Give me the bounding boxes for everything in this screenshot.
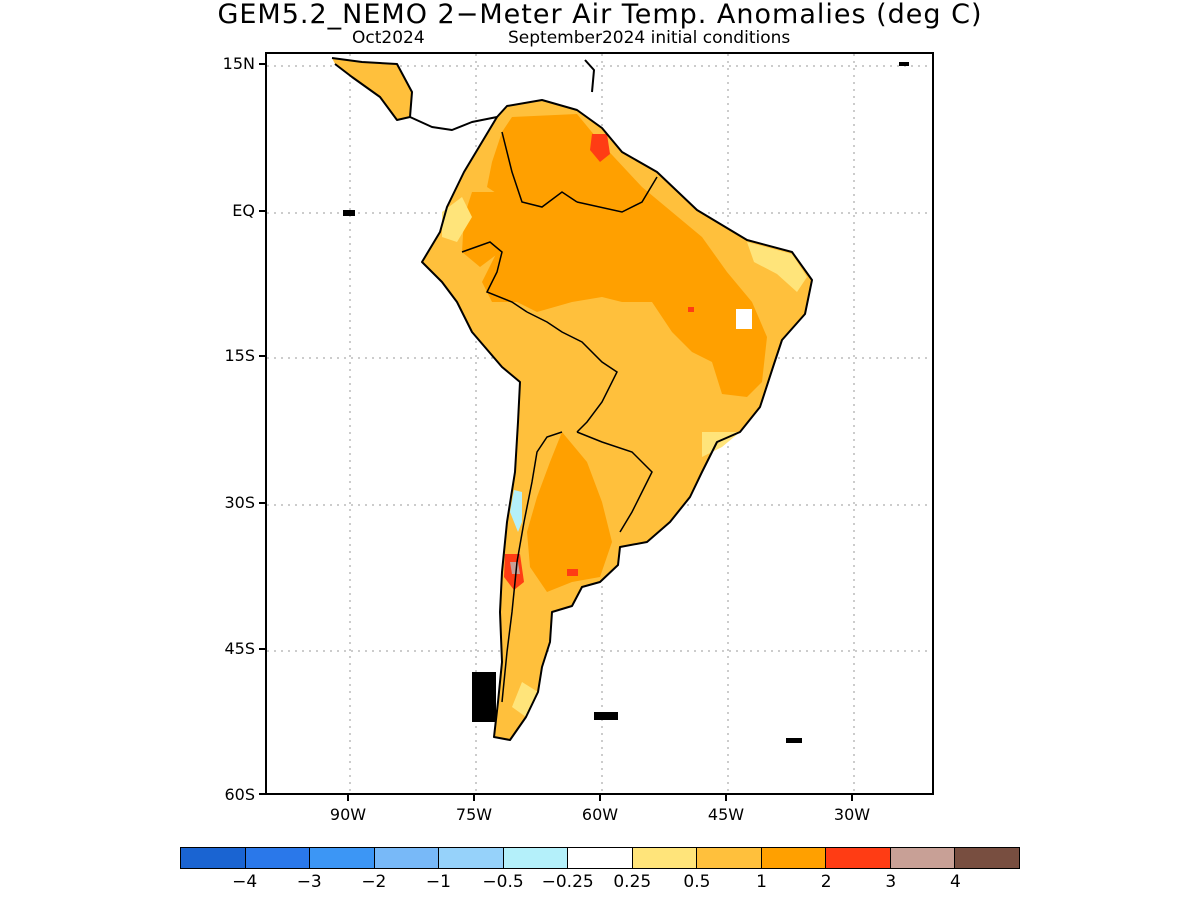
colorbar-swatch (181, 848, 246, 868)
ytick (259, 210, 265, 212)
colorbar-swatch (890, 848, 956, 868)
colorbar-swatch (761, 848, 827, 868)
xtick (851, 795, 853, 801)
colorbar-swatch (697, 848, 762, 868)
map-panel (265, 52, 934, 795)
anomaly-0p25-coast-e (702, 432, 740, 457)
colorbar-label: 4 (949, 872, 961, 892)
colorbar-swatch (310, 848, 375, 868)
lon-label-60w: 60W (581, 805, 619, 824)
anomaly-map (267, 54, 932, 793)
cool-anomaly-andes (510, 490, 522, 532)
colorbar-swatch (632, 848, 698, 868)
lat-label-45s: 45S (224, 639, 255, 658)
colorbar-label: −2 (361, 872, 387, 892)
colorbar-swatch (374, 848, 440, 868)
colorbar-label: 0.25 (613, 872, 652, 892)
ytick (259, 793, 265, 795)
colorbar-label: −0.5 (482, 872, 524, 892)
forecast-month: Oct2024 (352, 28, 425, 48)
hotspot-argentina (567, 569, 578, 576)
colorbar-label: 1 (756, 872, 767, 892)
lat-label-30s: 30S (224, 493, 255, 512)
colorbar-label: −4 (232, 872, 258, 892)
ytick (259, 502, 265, 504)
colorbar (180, 847, 1020, 869)
lon-label-45w: 45W (707, 805, 745, 824)
hotspot-guiana (590, 134, 610, 162)
colorbar-swatch (439, 848, 504, 868)
colorbar-label: 2 (820, 872, 832, 892)
lat-label-eq: EQ (232, 201, 255, 220)
lon-label-90w: 90W (329, 805, 367, 824)
colorbar-swatch (503, 848, 569, 868)
ytick (259, 648, 265, 650)
coastlines (331, 57, 813, 741)
lon-label-75w: 75W (455, 805, 493, 824)
xtick (473, 795, 475, 801)
colorbar-swatch (955, 848, 1019, 868)
anomaly-1-2-argentina (527, 432, 612, 592)
anomaly-1-2 (482, 114, 767, 397)
anomaly-0p25-coast-nw (442, 197, 472, 242)
anomaly-0p25-south (512, 682, 538, 717)
colorbar-label: −0.25 (541, 872, 594, 892)
anomaly-0p25-coast-ne (747, 242, 807, 292)
ytick (259, 355, 265, 357)
colorbar-label: −1 (425, 872, 451, 892)
init-conditions: September2024 initial conditions (508, 28, 791, 48)
cool-anomaly-andes-2 (510, 562, 520, 574)
colorbar-label: 0.5 (683, 872, 711, 892)
xtick (347, 795, 349, 801)
colorbar-swatch (826, 848, 891, 868)
colorbar-label: −3 (296, 872, 322, 892)
lat-label-15s: 15S (224, 346, 255, 365)
missing-data-square (736, 309, 752, 329)
colorbar-label: 3 (885, 872, 897, 892)
lon-label-30w: 30W (833, 805, 871, 824)
colorbar-swatch (568, 848, 633, 868)
lat-label-15n: 15N (222, 54, 255, 73)
colorbar-swatch (245, 848, 311, 868)
chart-title: GEM5.2_NEMO 2−Meter Air Temp. Anomalies … (217, 0, 983, 30)
xtick (599, 795, 601, 801)
lat-label-60s: 60S (224, 785, 255, 804)
ytick (259, 63, 265, 65)
country-borders (461, 131, 658, 703)
xtick (725, 795, 727, 801)
hotspot-brazil (688, 307, 694, 312)
central-america (332, 58, 412, 120)
islands (343, 62, 909, 743)
